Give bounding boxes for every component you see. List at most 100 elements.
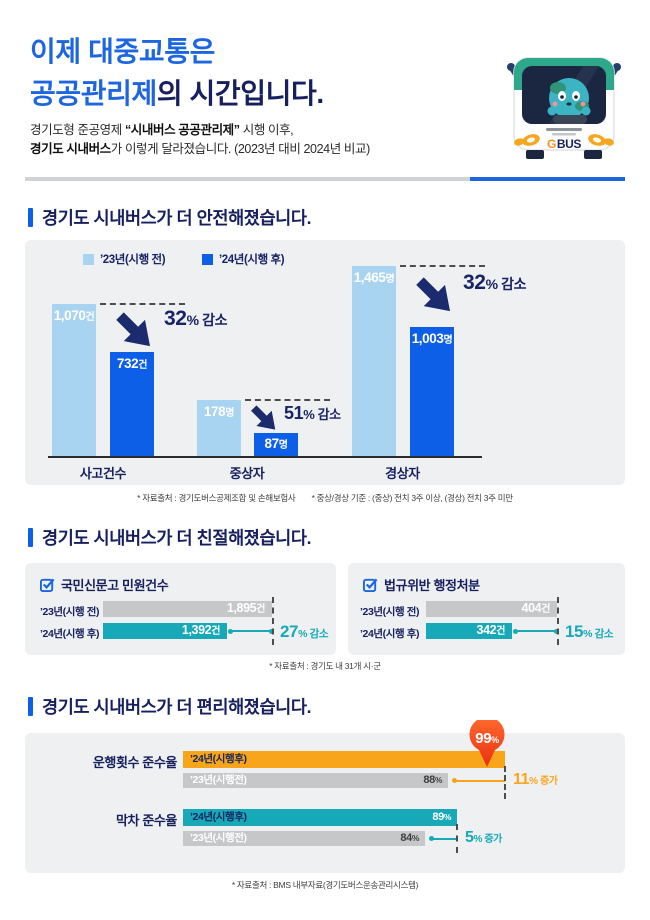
legend-swatch-blue — [202, 253, 213, 265]
subtitle-emphasis: 경기도 시내버스 — [30, 142, 111, 156]
bar-unit: 명 — [385, 274, 395, 285]
section-title-text: 경기도 시내버스가 더 안전해졌습니다. — [42, 208, 312, 228]
dashed-reference-line — [100, 303, 185, 305]
gbus-logo-bus: BUS — [557, 137, 582, 151]
mascot-character — [547, 78, 591, 118]
bus-wheel-left — [526, 150, 544, 159]
badge-value: 99% — [475, 730, 499, 747]
bar-year-label: ’24년(시행후) — [190, 811, 247, 823]
subtitle-text: 시행 이후, — [239, 123, 294, 137]
connector-dot — [269, 628, 274, 634]
bar-year-label: ’23년(시행전) — [190, 774, 247, 786]
bus-wheel-right — [584, 150, 602, 159]
change-suffix: % 증가 — [529, 776, 558, 787]
category-label-minor: 경상자 — [385, 466, 420, 481]
bar-value: 84% — [400, 832, 419, 844]
page-title-line2: 공공관리제의 시간입니다. — [30, 72, 324, 112]
legend-after: ’24년(시행 후) — [202, 251, 285, 267]
bar-unit: 건 — [211, 626, 220, 637]
connector-line — [454, 779, 505, 782]
subtitle-line1: 경기도형 준공영제 “시내버스 공공관리제” 시행 이후, — [30, 119, 294, 138]
violations-card: 법규위반 행정처분 ’23년(시행 전) 404건 ’24년(시행 후) 342… — [348, 563, 625, 655]
section-marker — [28, 697, 33, 716]
headlight-left — [514, 134, 540, 146]
change-label-violations: 15% 감소 — [565, 622, 613, 642]
dashed-reference-line — [456, 824, 458, 853]
hbar-before-lastbus: ’23년(시행전) 84% — [183, 831, 425, 846]
change-value: 5 — [465, 829, 474, 846]
section-title-text: 경기도 시내버스가 더 편리해졌습니다. — [42, 697, 312, 717]
hbar-after-lastbus: ’24년(시행후) 89% — [183, 809, 457, 826]
bar-after-serious: 87명 — [254, 433, 298, 456]
change-value: 32 — [164, 307, 187, 330]
safety-footnote: * 자료출처 : 경기도버스공제조합 및 손해보험사 * 중상/경상 기준 : … — [25, 492, 625, 504]
connector-dot — [513, 628, 518, 634]
connector-line — [514, 630, 557, 632]
change-value: 32 — [463, 271, 486, 294]
decrease-arrow — [248, 403, 281, 436]
connector-line — [229, 630, 272, 632]
bar-year-label: ’24년(시행후) — [190, 753, 247, 765]
bar-unit: 건 — [85, 312, 95, 323]
legend-before: ’23년(시행 전) — [83, 251, 166, 267]
bar-unit: 명 — [443, 335, 453, 346]
gbus-logo-g: G — [547, 137, 556, 151]
checkbox-icon — [40, 578, 55, 592]
legend-label: ’23년(시행 전) — [100, 254, 166, 266]
kindness-footnote: * 자료출처 : 경기도 내 31개 시·군 — [269, 661, 381, 671]
hbar-after-violations: 342건 — [426, 623, 512, 639]
headlight-right — [588, 134, 614, 146]
subtitle-line2: 경기도 시내버스가 이렇게 달라졌습니다. (2023년 대비 2024년 비교… — [30, 138, 370, 157]
checkbox-icon — [363, 578, 378, 592]
bus-mirror-right-knob — [613, 63, 621, 71]
bar-unit: 건 — [496, 626, 505, 637]
badge-99-percent: 99% — [467, 716, 507, 770]
divider-blue-segment — [470, 177, 625, 181]
bar-unit: 명 — [225, 408, 235, 419]
legend-label: ’24년(시행 후) — [219, 254, 285, 266]
row-label-before: ’23년(시행 전) — [360, 606, 420, 618]
section-marker — [28, 528, 33, 547]
bar-after-accidents: 732건 — [110, 352, 154, 456]
title-word: 의 시간입니다. — [156, 78, 324, 109]
steering-wheel — [553, 115, 587, 124]
change-value: 27 — [280, 622, 299, 641]
subtitle-text: 가 이렇게 달라졌습니다. (2023년 대비 2024년 비교) — [110, 142, 370, 156]
subtitle-emphasis: “시내버스 공공관리제” — [124, 123, 240, 137]
card-title-text: 법규위반 행정처분 — [384, 578, 480, 593]
hbar-before-violations: 404건 — [426, 601, 557, 617]
bar-value: 87 — [264, 436, 279, 451]
bar-value: 1,895 — [226, 601, 257, 615]
change-label-complaints: 27% 감소 — [280, 622, 328, 642]
change-label-trips: 11% 증가 — [513, 771, 558, 789]
bar-value: 89% — [432, 811, 451, 823]
change-value: 51 — [284, 403, 304, 423]
metric-label-trips: 운행횟수 준수율 — [92, 755, 178, 770]
change-value: 11 — [513, 771, 530, 788]
bar-unit: 건 — [138, 360, 148, 371]
title-word: 은 — [189, 36, 216, 67]
bar-before-minor: 1,465명 — [352, 266, 396, 456]
bar-value: 178 — [203, 404, 226, 419]
change-suffix: % 감소 — [303, 407, 341, 422]
hbar-before-complaints: 1,895건 — [103, 601, 272, 617]
legend-swatch-lightblue — [83, 253, 94, 265]
change-label-minor: 32% 감소 — [463, 271, 526, 295]
bar-value: 732 — [116, 356, 139, 371]
bus-illustration: GBUS — [503, 54, 625, 164]
bar-year-label: ’23년(시행전) — [190, 832, 247, 844]
safety-section-title: 경기도 시내버스가 더 안전해졌습니다. — [28, 205, 311, 230]
bar-unit: 명 — [278, 440, 288, 451]
gbus-logo: GBUS — [547, 137, 581, 151]
bus-grille-2 — [552, 133, 576, 136]
bar-before-serious: 178명 — [197, 400, 241, 456]
bar-value: 404 — [521, 601, 542, 615]
change-suffix: % 감소 — [485, 276, 527, 292]
convenience-footnote: * 자료출처 : BMS 내부자료(경기도버스운송관리시스템) — [231, 880, 419, 890]
row-label-before: ’23년(시행 전) — [40, 606, 100, 618]
connector-dot — [228, 628, 233, 634]
change-suffix: % 증가 — [473, 834, 503, 845]
dashed-reference-line — [400, 265, 485, 267]
footnote-source: * 자료출처 : 경기도버스공제조합 및 손해보험사 — [137, 493, 296, 503]
section-marker — [28, 208, 33, 227]
